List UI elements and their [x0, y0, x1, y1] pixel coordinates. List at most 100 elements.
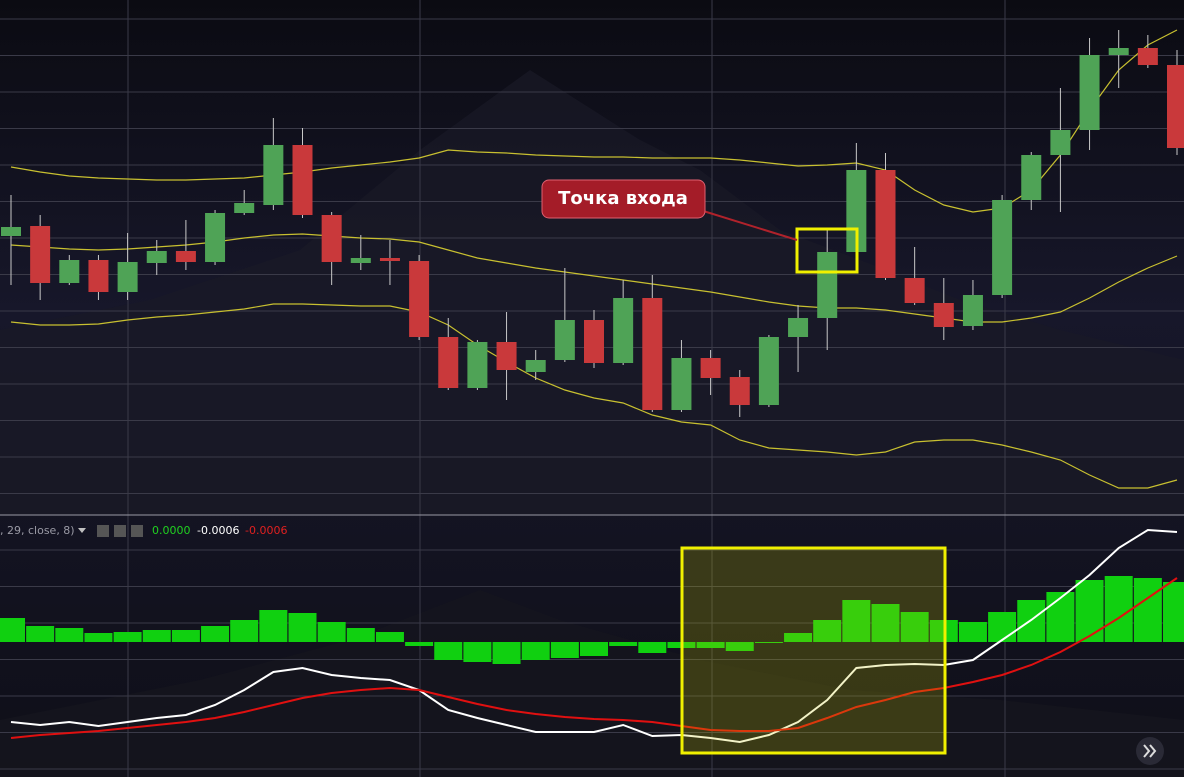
candle-body: [379, 258, 400, 261]
histogram-bar: [1104, 576, 1133, 642]
legend-value: -0.0006: [245, 524, 287, 537]
candle-body: [613, 298, 634, 363]
histogram-bar: [375, 632, 404, 642]
candle-body: [875, 170, 896, 278]
histogram-bar: [842, 600, 871, 642]
histogram-bar: [1046, 592, 1075, 642]
candle-body: [992, 200, 1013, 295]
candle-body: [846, 170, 867, 252]
candle-body: [350, 258, 371, 263]
legend-value: 0.0000: [152, 524, 191, 537]
candle-body: [263, 145, 284, 205]
candle-body: [700, 358, 721, 378]
candle-body: [234, 203, 255, 213]
settings-icon[interactable]: [114, 525, 126, 537]
histogram-bar: [1163, 582, 1184, 642]
band-line: [10, 303, 1178, 489]
candle-body: [1079, 55, 1100, 130]
candle-body: [554, 320, 575, 360]
histogram-bar: [463, 642, 492, 662]
entry-box: [795, 227, 859, 274]
candle-body: [1050, 130, 1071, 155]
candle-body: [642, 298, 663, 410]
histogram-bar: [142, 630, 171, 642]
candle-body: [758, 337, 779, 405]
scroll-icon: [1143, 744, 1157, 758]
histogram-bar: [201, 626, 230, 642]
candle-body: [88, 260, 109, 292]
candle-body: [438, 337, 459, 388]
visibility-icon[interactable]: [97, 525, 109, 537]
candle-body: [175, 251, 196, 262]
histogram-bar: [638, 642, 667, 653]
price-panel: [1, 29, 1184, 489]
histogram-bar: [725, 642, 754, 651]
highlight-box: [680, 546, 947, 755]
callout-pointer: [699, 209, 798, 241]
histogram-bar: [26, 626, 55, 642]
histogram-bar: [521, 642, 550, 660]
legend-value: -0.0006: [197, 524, 239, 537]
histogram-bar: [813, 620, 842, 642]
candle-body: [205, 213, 226, 262]
candle-body: [817, 252, 838, 318]
candle-body: [1021, 155, 1042, 200]
histogram-bar: [988, 612, 1017, 642]
mountain: [0, 590, 1184, 777]
candle-body: [496, 342, 517, 370]
histogram-bar: [55, 628, 84, 642]
candle-body: [904, 278, 925, 303]
histogram-bar: [288, 613, 317, 642]
candle-body: [933, 303, 954, 327]
annotation: Точка входа: [558, 188, 688, 209]
candle-body: [584, 320, 604, 363]
histogram-bar: [696, 642, 725, 648]
candle-body: [525, 360, 546, 372]
close-icon[interactable]: [131, 525, 143, 537]
indicator-line: [10, 577, 1178, 739]
candle-body: [117, 262, 138, 292]
histogram-bar: [0, 618, 25, 642]
histogram-bar: [492, 642, 521, 664]
histogram-bar: [958, 622, 987, 642]
mountain: [0, 70, 1184, 515]
histogram-bar: [405, 642, 434, 646]
indicator-line: [10, 528, 1178, 744]
histogram-bar: [580, 642, 608, 656]
dropdown-icon[interactable]: [78, 528, 86, 533]
histogram-bar: [609, 642, 638, 646]
histogram-bar: [84, 633, 113, 642]
candle-body: [467, 342, 488, 388]
histogram-bar: [550, 642, 579, 658]
candle-body: [59, 260, 80, 283]
histogram-bar: [171, 630, 200, 642]
candle-body: [30, 226, 51, 283]
indicator-legend: , 29, close, 8): [0, 524, 75, 537]
histogram-bar: [113, 632, 142, 642]
candle-body: [321, 215, 342, 262]
candle-body: [409, 261, 430, 337]
histogram-bar: [230, 620, 259, 642]
candle-body: [1, 227, 21, 236]
histogram-bar: [434, 642, 463, 660]
histogram-bar: [900, 612, 929, 642]
candle-body: [1167, 65, 1184, 148]
histogram-bar: [1075, 580, 1104, 642]
histogram-bar: [1133, 578, 1162, 642]
histogram-bar: [754, 642, 783, 643]
histogram-bar: [259, 610, 288, 642]
callout: [541, 179, 706, 219]
histogram-bar: [784, 633, 813, 642]
candle-body: [962, 295, 983, 326]
candle-body: [1108, 48, 1129, 55]
candle-body: [292, 145, 313, 215]
candle-body: [1137, 48, 1158, 65]
histogram-bar: [871, 604, 900, 642]
candle-body: [146, 251, 167, 263]
histogram-bar: [346, 628, 375, 642]
candle-body: [729, 377, 750, 405]
band-line: [10, 29, 1178, 213]
macd-panel: [0, 528, 1184, 744]
candle-body: [788, 318, 809, 337]
